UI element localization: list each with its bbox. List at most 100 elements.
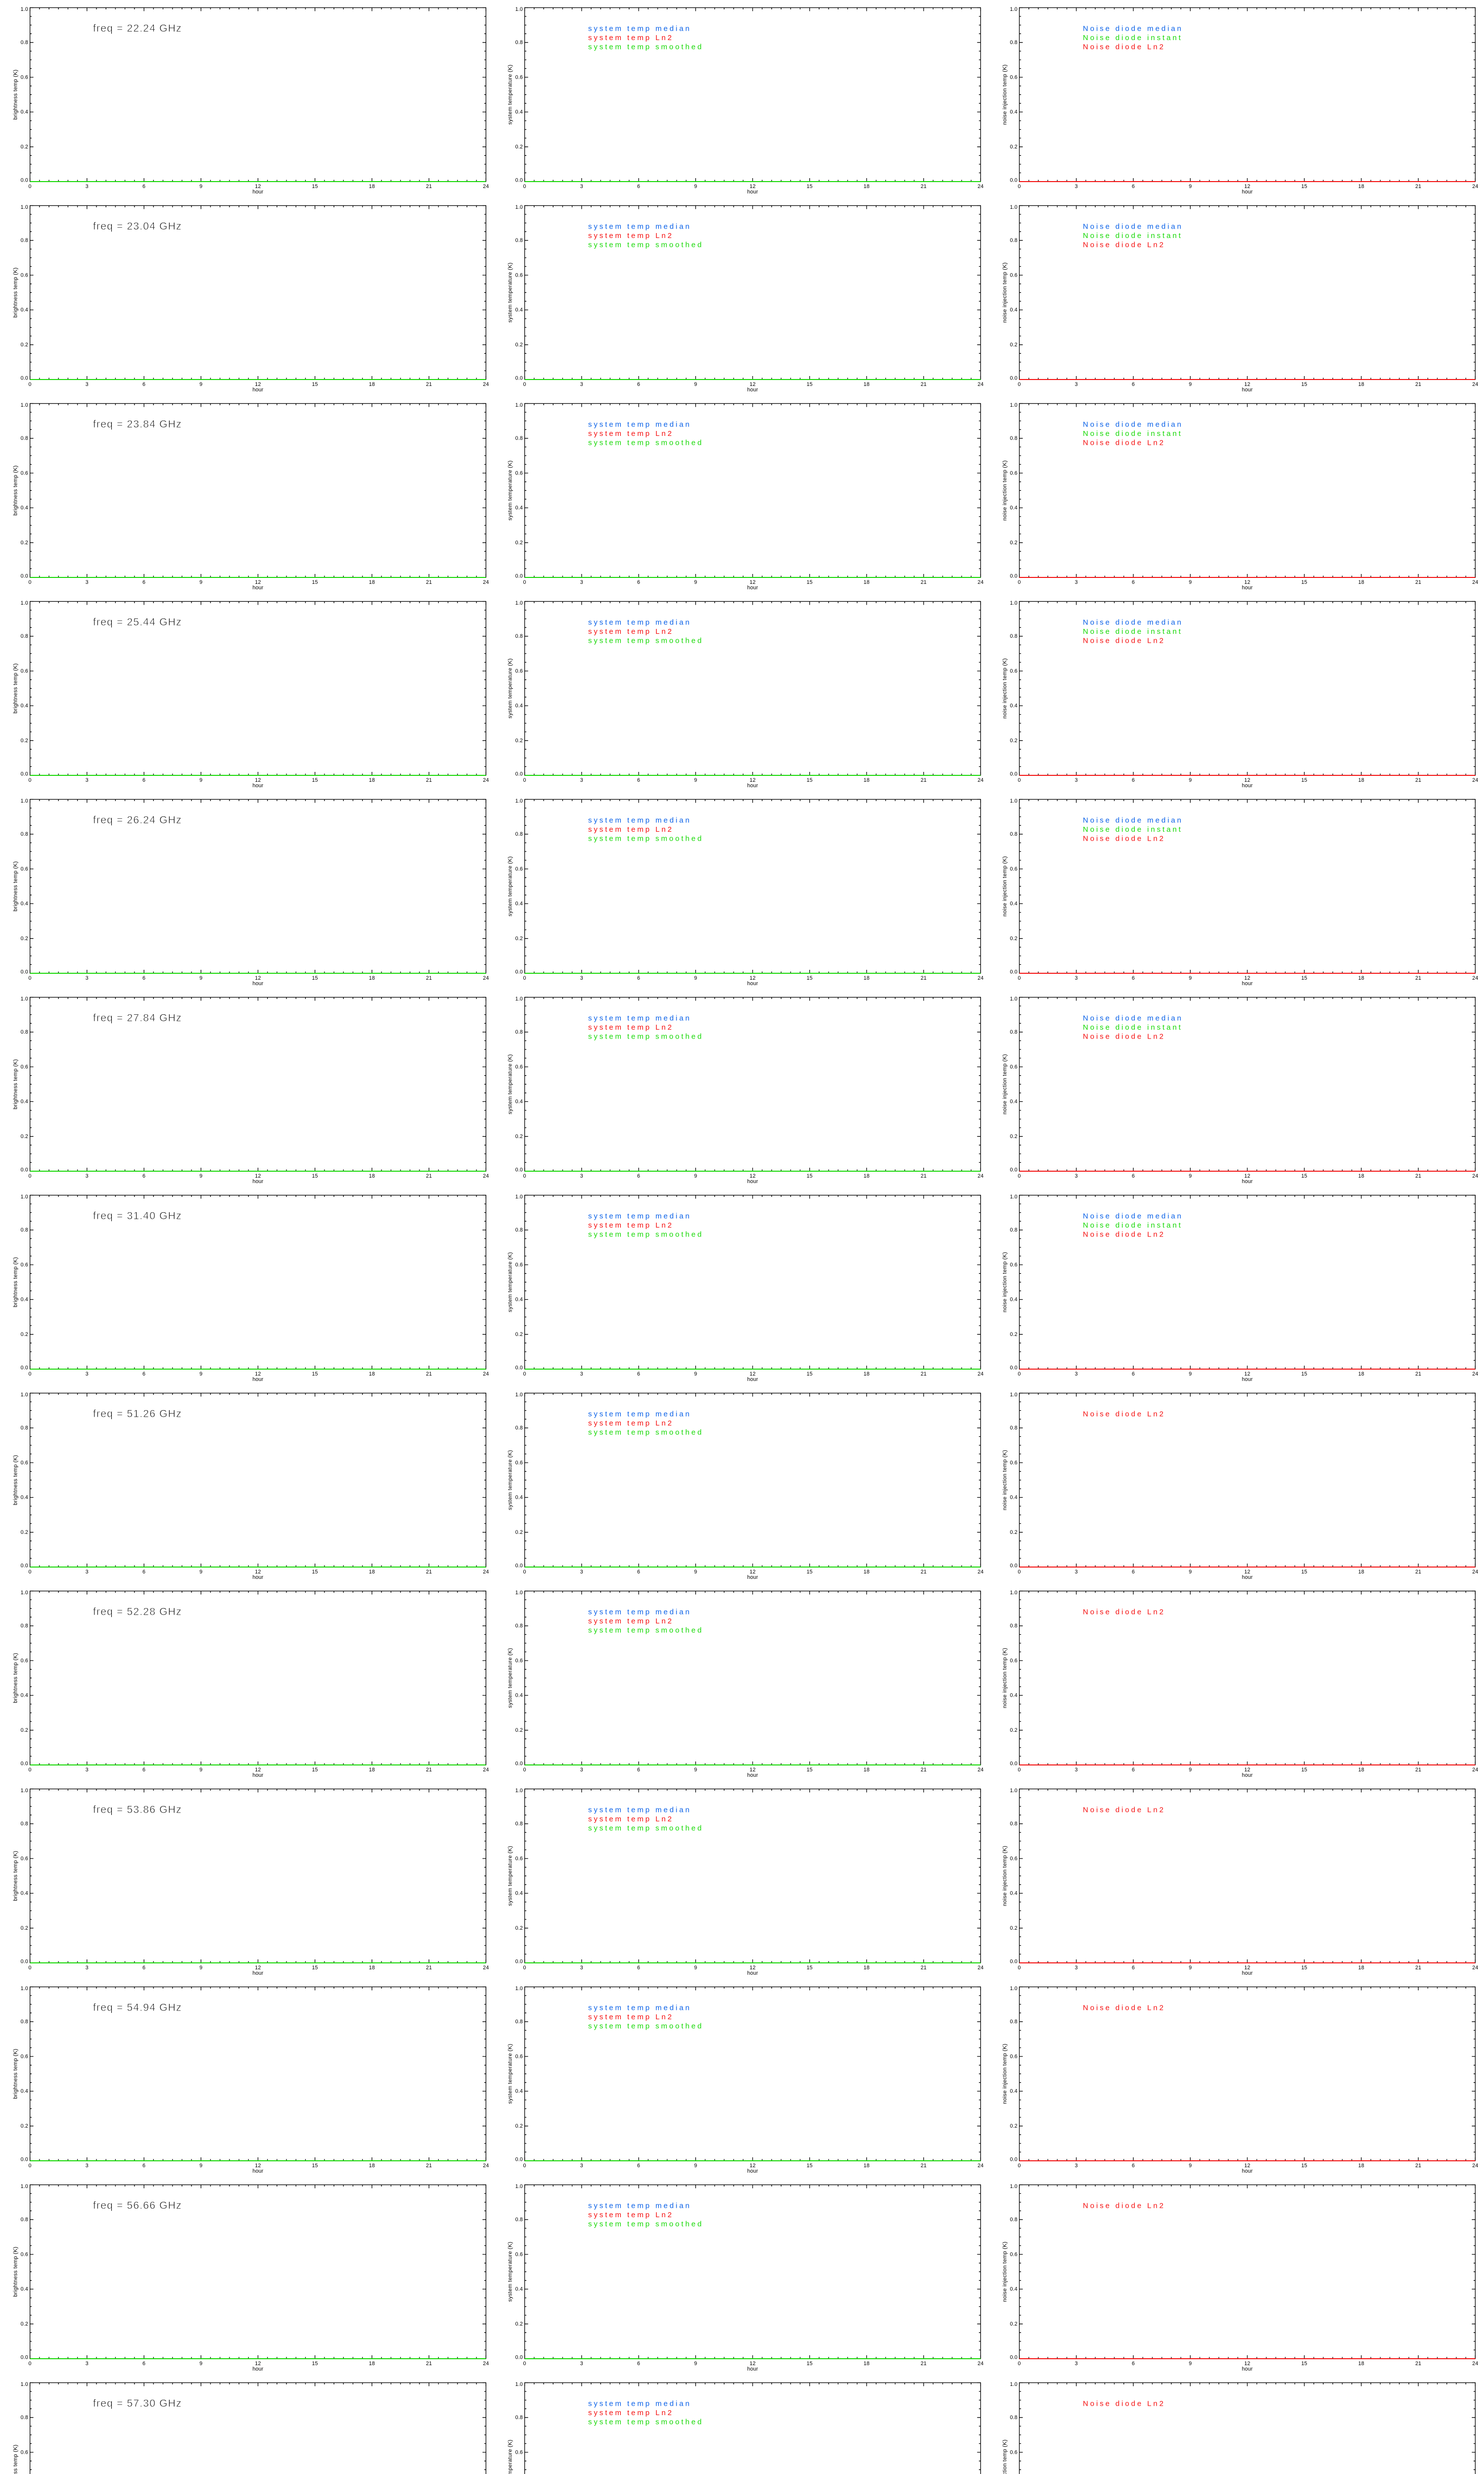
svg-text:9: 9: [694, 777, 697, 783]
svg-text:0.8: 0.8: [515, 2415, 523, 2421]
svg-text:0.8: 0.8: [1010, 633, 1018, 639]
svg-text:3: 3: [580, 2163, 583, 2169]
svg-text:0.8: 0.8: [1010, 1029, 1018, 1035]
svg-text:12: 12: [1244, 2361, 1250, 2367]
svg-text:18: 18: [1358, 1371, 1364, 1377]
svg-text:0.0: 0.0: [21, 1167, 28, 1173]
svg-text:0.2: 0.2: [1010, 1925, 1018, 1931]
svg-text:0.6: 0.6: [515, 74, 523, 80]
svg-text:15: 15: [312, 975, 318, 981]
svg-text:hour: hour: [252, 2366, 263, 2372]
svg-text:hour: hour: [252, 585, 263, 591]
svg-text:system temp smoothed: system temp smoothed: [588, 241, 703, 249]
svg-text:3: 3: [86, 1173, 89, 1179]
svg-text:0.6: 0.6: [515, 1856, 523, 1861]
svg-text:24: 24: [483, 975, 489, 981]
svg-text:noise injection temp (K): noise injection temp (K): [1002, 1054, 1008, 1114]
svg-text:0.2: 0.2: [21, 1925, 28, 1931]
svg-text:0.2: 0.2: [21, 1529, 28, 1535]
svg-text:21: 21: [921, 975, 927, 981]
svg-text:system temp Ln2: system temp Ln2: [588, 34, 674, 42]
svg-text:0.6: 0.6: [515, 2053, 523, 2059]
svg-text:system temp median: system temp median: [588, 1014, 692, 1023]
svg-text:9: 9: [199, 2361, 202, 2367]
svg-text:18: 18: [1358, 381, 1364, 387]
svg-text:6: 6: [142, 1371, 145, 1377]
svg-text:6: 6: [637, 381, 640, 387]
svg-text:24: 24: [1472, 579, 1478, 585]
svg-text:hour: hour: [1242, 1772, 1252, 1778]
svg-text:3: 3: [86, 381, 89, 387]
svg-text:9: 9: [694, 2163, 697, 2169]
svg-text:Noise diode Ln2: Noise diode Ln2: [1083, 2400, 1165, 2408]
svg-text:0.4: 0.4: [515, 2286, 523, 2292]
svg-text:24: 24: [1472, 184, 1478, 190]
svg-text:18: 18: [1358, 1965, 1364, 1971]
svg-text:6: 6: [637, 2163, 640, 2169]
svg-text:9: 9: [199, 184, 202, 190]
svg-text:21: 21: [1415, 579, 1421, 585]
svg-text:0.4: 0.4: [21, 109, 28, 115]
svg-text:0.4: 0.4: [515, 1297, 523, 1303]
svg-text:0: 0: [1018, 579, 1021, 585]
svg-text:9: 9: [199, 1569, 202, 1575]
svg-text:Noise diode Ln2: Noise diode Ln2: [1083, 439, 1165, 447]
svg-text:1.0: 1.0: [21, 1194, 28, 1200]
svg-text:system temp smoothed: system temp smoothed: [588, 1824, 703, 1833]
svg-text:0.6: 0.6: [515, 1658, 523, 1664]
svg-text:0.0: 0.0: [515, 375, 523, 381]
svg-text:15: 15: [1301, 381, 1307, 387]
svg-text:9: 9: [694, 381, 697, 387]
svg-text:1.0: 1.0: [21, 1986, 28, 1992]
svg-text:0.0: 0.0: [515, 1167, 523, 1173]
svg-text:24: 24: [483, 777, 489, 783]
svg-text:3: 3: [86, 2361, 89, 2367]
svg-text:15: 15: [1301, 777, 1307, 783]
svg-text:hour: hour: [1242, 2366, 1252, 2372]
svg-text:0.8: 0.8: [515, 633, 523, 639]
svg-text:18: 18: [369, 2163, 375, 2169]
svg-text:0.8: 0.8: [21, 1821, 28, 1827]
svg-text:0.6: 0.6: [21, 668, 28, 674]
svg-text:0.6: 0.6: [21, 1856, 28, 1861]
svg-text:system temperature (K): system temperature (K): [508, 658, 513, 718]
svg-text:Noise diode Ln2: Noise diode Ln2: [1083, 43, 1165, 51]
svg-text:0.6: 0.6: [1010, 470, 1018, 476]
svg-text:0.4: 0.4: [515, 109, 523, 115]
svg-text:15: 15: [807, 975, 813, 981]
svg-text:0.0: 0.0: [21, 1760, 28, 1766]
svg-text:0.8: 0.8: [21, 1425, 28, 1431]
svg-text:0.8: 0.8: [1010, 2019, 1018, 2025]
svg-text:0.2: 0.2: [515, 1134, 523, 1140]
svg-text:0.0: 0.0: [1010, 1760, 1018, 1766]
svg-text:3: 3: [1075, 1173, 1078, 1179]
svg-text:15: 15: [312, 1173, 318, 1179]
svg-text:0.4: 0.4: [21, 505, 28, 511]
svg-text:0: 0: [523, 1569, 526, 1575]
svg-text:0.2: 0.2: [21, 342, 28, 348]
svg-text:0.6: 0.6: [21, 2251, 28, 2257]
svg-text:hour: hour: [252, 1772, 263, 1778]
svg-text:hour: hour: [252, 1574, 263, 1580]
svg-text:24: 24: [977, 1767, 983, 1773]
svg-text:18: 18: [1358, 1173, 1364, 1179]
svg-text:0.4: 0.4: [21, 1495, 28, 1501]
svg-text:6: 6: [1132, 2361, 1135, 2367]
svg-text:Noise diode Ln2: Noise diode Ln2: [1083, 637, 1165, 645]
svg-text:24: 24: [977, 777, 983, 783]
svg-text:9: 9: [1189, 975, 1192, 981]
svg-text:9: 9: [694, 975, 697, 981]
svg-text:15: 15: [1301, 1371, 1307, 1377]
svg-text:6: 6: [1132, 1767, 1135, 1773]
svg-text:0.6: 0.6: [21, 74, 28, 80]
svg-text:0.2: 0.2: [21, 1727, 28, 1733]
svg-text:brightness temp (K): brightness temp (K): [13, 465, 19, 516]
svg-text:18: 18: [864, 381, 870, 387]
svg-text:brightness temp (K): brightness temp (K): [13, 69, 19, 120]
svg-text:1.0: 1.0: [515, 1590, 523, 1596]
svg-text:12: 12: [1244, 184, 1250, 190]
svg-text:0.8: 0.8: [21, 1029, 28, 1035]
svg-text:21: 21: [426, 579, 432, 585]
svg-text:24: 24: [977, 2163, 983, 2169]
svg-text:0.0: 0.0: [21, 1958, 28, 1964]
